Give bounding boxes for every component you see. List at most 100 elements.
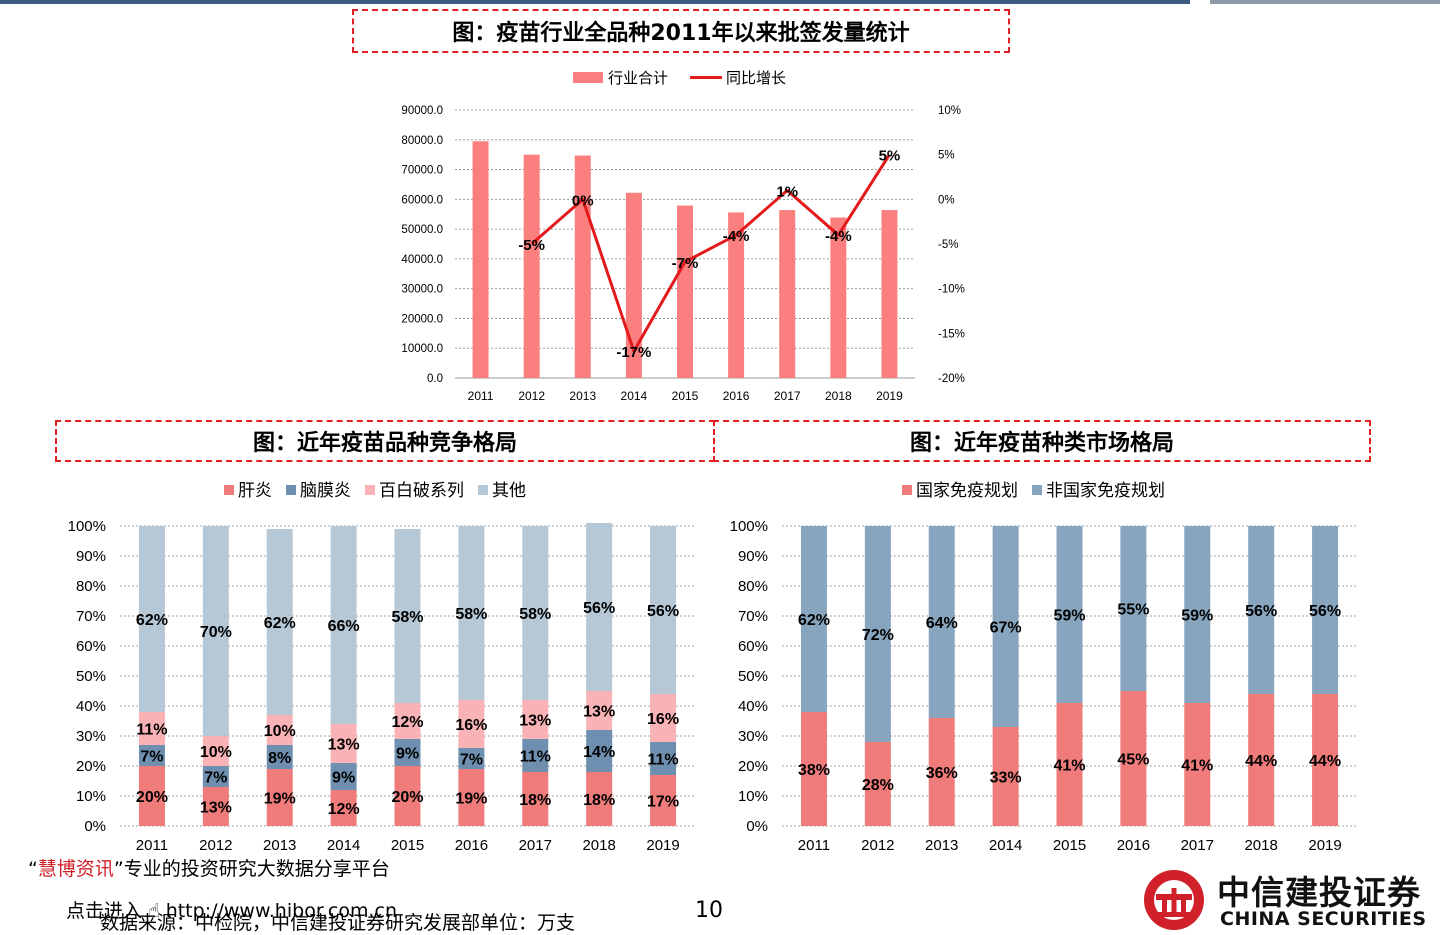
legend-swatch (902, 485, 912, 495)
x-tick-label: 2014 (621, 389, 648, 403)
x-tick-label: 2013 (925, 837, 958, 854)
y-tick-label: 40% (76, 698, 106, 715)
growth-label-2019: 5% (879, 148, 901, 165)
china-securities-logo: 中信建投证券 CHINA SECURITIES (1140, 864, 1440, 934)
legend-label: 国家免疫规划 (916, 481, 1018, 500)
x-tick-label: 2015 (672, 389, 699, 403)
bar-segment-脑膜炎-2018 (586, 730, 613, 772)
data-label-脑膜炎-2017: 11% (520, 749, 551, 766)
data-label-其他-2017: 58% (519, 606, 551, 623)
right-chart-title: 图：近年疫苗种类市场格局 (713, 420, 1371, 462)
bar-segment-脑膜炎-2019 (650, 742, 677, 775)
data-label-国家免疫规划-2011: 38% (798, 762, 830, 779)
bar-segment-其他-2015 (394, 529, 421, 703)
x-tick-label: 2014 (327, 837, 360, 854)
growth-label-2014: -17% (616, 344, 651, 361)
bar-segment-脑膜炎-2012 (202, 766, 229, 787)
y-tick-label: 100% (730, 518, 768, 535)
x-tick-label: 2013 (263, 837, 296, 854)
bar-segment-国家免疫规划-2014 (992, 727, 1019, 826)
x-tick-label: 2019 (876, 389, 903, 403)
bar-segment-脑膜炎-2013 (266, 745, 293, 769)
x-tick-label: 2012 (199, 837, 232, 854)
data-label-脑膜炎-2019: 11% (647, 752, 678, 769)
data-label-非国家免疫规划-2015: 59% (1053, 608, 1085, 625)
bar-segment-肝炎-2016 (458, 769, 485, 826)
bar-segment-其他-2017 (522, 526, 549, 700)
x-tick-label: 2012 (518, 389, 545, 403)
bar-segment-脑膜炎-2014 (330, 763, 357, 790)
x-tick-label: 2017 (1181, 837, 1214, 854)
quote-open: “ (28, 858, 38, 880)
data-label-国家免疫规划-2015: 41% (1053, 758, 1085, 775)
y-tick-label: 0% (84, 818, 106, 835)
data-label-其他-2014: 66% (328, 618, 360, 635)
growth-label-2015: -7% (672, 255, 699, 272)
y-tick-label: 80% (76, 578, 106, 595)
x-tick-label: 2019 (646, 837, 679, 854)
x-tick-label: 2019 (1308, 837, 1341, 854)
y-left-tick-label: 90000.0 (401, 105, 443, 117)
y-left-tick-label: 20000.0 (401, 313, 443, 325)
data-label-国家免疫规划-2017: 41% (1181, 758, 1213, 775)
bar-segment-国家免疫规划-2011 (800, 712, 827, 826)
x-tick-label: 2011 (798, 837, 830, 854)
bar-segment-其他-2012 (202, 526, 229, 736)
y-tick-label: 0% (746, 818, 768, 835)
page-number: 10 (695, 898, 723, 923)
y-tick-label: 90% (76, 548, 106, 565)
x-tick-label: 2017 (774, 389, 801, 403)
data-label-其他-2019: 56% (647, 603, 679, 620)
data-label-肝炎-2012: 13% (200, 800, 232, 817)
x-tick-label: 2015 (1053, 837, 1086, 854)
legend-swatch (224, 485, 234, 495)
x-tick-label: 2016 (455, 837, 488, 854)
y-tick-label: 70% (738, 608, 768, 625)
y-left-tick-label: 10000.0 (401, 343, 443, 355)
bar-segment-其他-2016 (458, 526, 485, 700)
bar-segment-百白破系列-2011 (138, 712, 165, 745)
y-left-tick-label: 40000.0 (401, 254, 443, 266)
data-label-国家免疫规划-2013: 36% (926, 765, 958, 782)
bar-segment-非国家免疫规划-2016 (1120, 526, 1147, 691)
bar-total-2012 (523, 154, 540, 378)
data-label-脑膜炎-2012: 7% (204, 770, 227, 787)
hibor-link[interactable]: http://www.hibor.com.cn (165, 900, 398, 922)
bar-total-2018 (830, 217, 847, 378)
legend-swatch (365, 485, 375, 495)
x-tick-label: 2012 (861, 837, 894, 854)
data-label-非国家免疫规划-2011: 62% (798, 612, 830, 629)
y-tick-label: 80% (738, 578, 768, 595)
y-tick-label: 40% (738, 698, 768, 715)
bar-segment-肝炎-2019 (650, 775, 677, 826)
data-label-非国家免疫规划-2016: 55% (1117, 602, 1149, 619)
growth-label-2017: 1% (776, 183, 798, 200)
y-right-tick-label: 0% (938, 194, 955, 206)
y-tick-label: 50% (76, 668, 106, 685)
slogan-text: 专业的投资研究大数据分享平台 (123, 858, 390, 880)
data-label-肝炎-2017: 18% (519, 792, 551, 809)
legend-swatch-total (573, 72, 603, 83)
bar-segment-非国家免疫规划-2011 (800, 526, 827, 712)
legend-label: 百白破系列 (379, 481, 464, 500)
bar-segment-肝炎-2012 (202, 787, 229, 826)
legend-label: 其他 (492, 481, 526, 500)
brand-name[interactable]: 慧博资讯 (37, 858, 114, 880)
data-label-国家免疫规划-2012: 28% (862, 777, 894, 794)
bar-segment-其他-2019 (650, 526, 677, 694)
bar-segment-国家免疫规划-2017 (1184, 703, 1211, 826)
data-label-国家免疫规划-2018: 44% (1245, 753, 1277, 770)
data-label-非国家免疫规划-2013: 64% (926, 615, 958, 632)
legend-swatch (478, 485, 488, 495)
logo-cn-name: 中信建投证券 (1217, 873, 1421, 912)
bar-segment-国家免疫规划-2013 (928, 718, 955, 826)
y-tick-label: 20% (76, 758, 106, 775)
x-tick-label: 2017 (519, 837, 552, 854)
top-chart-title: 图：疫苗行业全品种2011年以来批签发量统计 (352, 9, 1010, 53)
y-right-tick-label: -20% (938, 373, 965, 385)
vaccine-type-market-chart: 国家免疫规划 非国家免疫规划 0% 10% 20% 30% 40% 50% 60% 70% 80% 9… (730, 481, 1357, 854)
bar-segment-百白破系列-2012 (202, 736, 229, 766)
bar-segment-百白破系列-2014 (330, 724, 357, 763)
bar-segment-非国家免疫规划-2015 (1056, 526, 1083, 703)
y-tick-label: 90% (738, 548, 768, 565)
